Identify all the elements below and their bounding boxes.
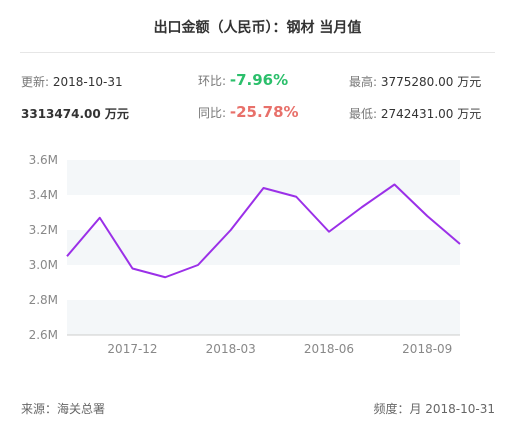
low-stat: 最低: 2742431.00 万元: [349, 105, 481, 122]
yoy-value: -25.78%: [229, 103, 299, 121]
grid-band: [67, 300, 460, 335]
source-text: 来源：海关总署: [21, 402, 106, 416]
y-tick-label: 3.2M: [29, 223, 58, 237]
low-value: 2742431.00 万元: [380, 107, 482, 121]
line-chart: 2.6M 2.8M 3.0M 3.2M 3.4M 3.6M 2017-12 2018-03 20…: [29, 153, 461, 356]
y-tick-label: 2.6M: [29, 328, 58, 342]
yoy-label: 同比:: [198, 106, 227, 120]
low-label: 最低:: [349, 107, 378, 121]
high-value: 3775280.00 万元: [380, 75, 482, 89]
latest-value: 3313474.00 万元: [21, 107, 129, 121]
updated-value: 2018-10-31: [52, 75, 123, 89]
x-tick-label: 2017-12: [107, 342, 157, 356]
x-tick-label: 2018-03: [206, 342, 256, 356]
x-tick-label: 2018-06: [304, 342, 354, 356]
grid-band: [67, 230, 460, 265]
chart-title: 出口金额（人民币）：钢材 当月值: [153, 20, 362, 36]
y-tick-label: 2.8M: [29, 293, 58, 307]
updated-label: 更新:: [21, 75, 50, 89]
y-tick-label: 3.4M: [29, 188, 58, 202]
frequency-text: 频度：月 2018-10-31: [373, 402, 495, 416]
x-tick-label: 2018-09: [402, 342, 452, 356]
y-tick-label: 3.0M: [29, 258, 58, 272]
y-tick-label: 3.6M: [29, 153, 58, 167]
yoy-stat: 同比: -25.78%: [198, 103, 299, 121]
updated-stat: 更新: 2018-10-31: [21, 73, 123, 90]
mom-value: -7.96%: [229, 71, 289, 89]
header-divider: [20, 52, 495, 53]
high-stat: 最高: 3775280.00 万元: [349, 73, 481, 90]
mom-stat: 环比: -7.96%: [198, 71, 288, 89]
mom-label: 环比:: [198, 74, 227, 88]
high-label: 最高:: [349, 75, 378, 89]
